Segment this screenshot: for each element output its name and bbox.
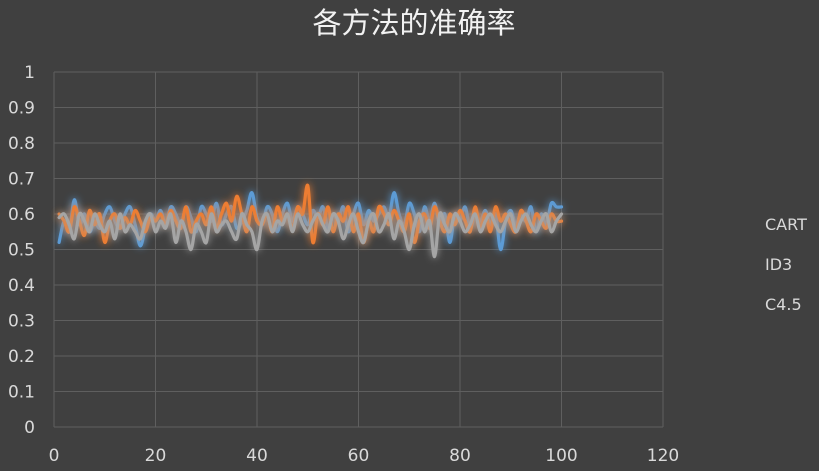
- x-tick-label: 0: [49, 446, 60, 466]
- gridlines: [53, 71, 664, 428]
- y-tick-label: 0.9: [8, 99, 35, 119]
- legend-label: C4.5: [765, 295, 802, 314]
- chart-title: 各方法的准确率: [312, 6, 515, 40]
- x-tick-label: 20: [145, 446, 167, 466]
- legend-item-c4-5: C4.5: [712, 295, 802, 314]
- legend-label: CART: [765, 215, 807, 234]
- y-tick-label: 1: [24, 63, 35, 83]
- series-line-id3: [57, 183, 564, 245]
- legend: CART ID3 C4.5: [712, 215, 807, 314]
- y-tick-label: 0: [24, 418, 35, 438]
- legend-item-id3: ID3: [712, 255, 792, 274]
- y-tick-label: 0.1: [8, 383, 35, 403]
- y-tick-label: 0.5: [8, 241, 35, 261]
- x-tick-label: 100: [545, 446, 577, 466]
- legend-item-cart: CART: [712, 215, 807, 234]
- y-tick-label: 0.4: [8, 276, 35, 296]
- y-tick-label: 0.6: [8, 205, 35, 225]
- x-axis-ticks: 0 20 40 60 80 100 120: [49, 446, 680, 466]
- x-tick-label: 120: [647, 446, 679, 466]
- y-tick-label: 0.7: [8, 170, 35, 190]
- y-tick-label: 0.2: [8, 347, 35, 367]
- series-lines: [57, 183, 564, 259]
- legend-label: ID3: [765, 255, 792, 274]
- series-line-c4-5: [57, 211, 564, 259]
- x-tick-label: 60: [348, 446, 370, 466]
- y-axis-ticks: 0 0.1 0.2 0.3 0.4 0.5 0.6 0.7 0.8 0.9 1: [8, 63, 35, 438]
- y-tick-label: 0.3: [8, 312, 35, 332]
- x-tick-label: 40: [246, 446, 268, 466]
- y-tick-label: 0.8: [8, 134, 35, 154]
- x-tick-label: 80: [449, 446, 471, 466]
